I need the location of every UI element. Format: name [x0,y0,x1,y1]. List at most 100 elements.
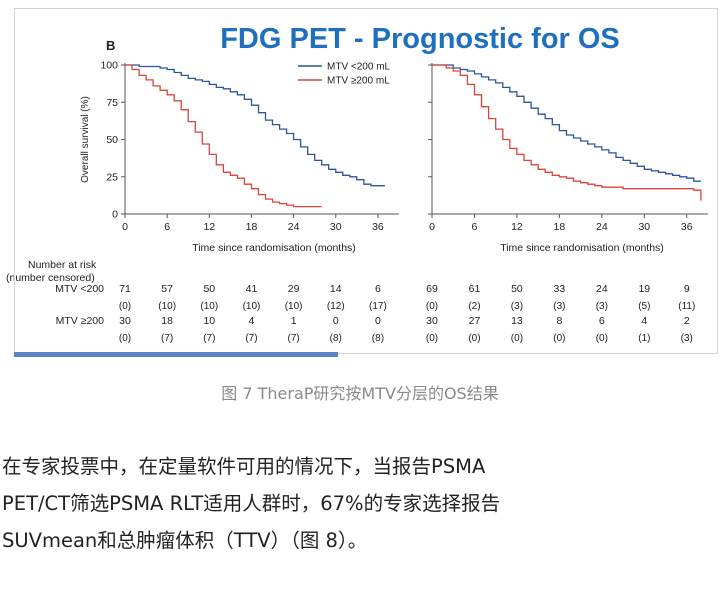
risk-at-risk-cell: 29 [288,283,300,295]
risk-at-risk-cell: 57 [161,283,173,295]
risk-row-label: MTV <200 [55,283,104,295]
km-curve-mtv-low [432,64,701,182]
risk-censored-cell: (0) [553,333,565,344]
body-line-3: SUVmean和总肿瘤体积（TTV）（图 8）。 [2,529,368,552]
x-tick-label: 24 [288,221,300,233]
y-tick-label: 0 [112,209,118,221]
x-tick-label: 36 [372,221,384,233]
risk-at-risk-cell: 71 [119,283,131,295]
body-paragraph: 在专家投票中，在定量软件可用的情况下，当报告PSMA PET/CT筛选PSMA … [2,448,718,559]
risk-at-risk-cell: 4 [641,315,647,327]
risk-at-risk-cell: 6 [375,283,381,295]
y-tick-label: 75 [106,97,118,109]
risk-censored-cell: (7) [287,333,299,344]
risk-censored-cell: (0) [426,333,438,344]
risk-at-risk-cell: 41 [246,283,258,295]
risk-at-risk-cell: 0 [375,315,381,327]
risk-censored-cell: (3) [681,333,693,344]
risk-censored-cell: (10) [243,301,261,312]
y-axis-label: Overall survival (%) [80,96,91,183]
figure-border [14,8,718,354]
risk-censored-cell: (11) [678,301,695,312]
x-tick-label: 30 [638,221,650,233]
km-curve-mtv-high [432,64,702,201]
x-tick-label: 12 [511,221,523,233]
x-tick-label: 18 [554,221,566,233]
x-tick-label: 6 [472,221,478,233]
risk-censored-cell: (3) [553,301,565,312]
risk-at-risk-cell: 4 [249,315,255,327]
risk-at-risk-cell: 50 [511,283,523,295]
risk-censored-cell: (5) [638,301,650,312]
risk-at-risk-cell: 69 [426,283,438,295]
risk-censored-cell: (3) [511,301,523,312]
x-axis-label: Time since randomisation (months) [192,242,356,254]
legend-entry: MTV <200 mL [327,62,391,73]
risk-censored-cell: (0) [596,333,608,344]
risk-row-label: MTV ≥200 [56,315,105,327]
figure-panel: FDG PET - Prognostic for OS B Number at … [6,8,718,354]
risk-censored-cell: (0) [119,301,131,312]
y-tick-label: 50 [106,134,118,146]
risk-at-risk-cell: 8 [556,315,562,327]
x-tick-label: 0 [122,221,128,233]
risk-at-risk-cell: 10 [203,315,215,327]
risk-header-line2: (number censored) [6,272,95,284]
x-tick-label: 36 [681,221,693,233]
risk-at-risk-cell: 2 [684,315,690,327]
risk-table-1: MTV <200 71 57 50 41 29 14 6(0) (10) (10) (10) (10)… [55,283,387,344]
risk-at-risk-cell: 50 [203,283,215,295]
risk-at-risk-cell: 27 [469,315,481,327]
figure-caption: 图 7 TheraP研究按MTV分层的OS结果 [221,384,499,403]
risk-censored-cell: (2) [468,301,480,312]
risk-censored-cell: (7) [161,333,173,344]
y-tick-label: 25 [106,171,118,183]
body-line-2: PET/CT筛选PSMA RLT适用人群时，67%的专家选择报告 [2,492,501,515]
risk-at-risk-cell: 9 [684,283,690,295]
y-tick-label: 100 [100,60,118,72]
risk-censored-cell: (0) [468,333,480,344]
risk-at-risk-cell: 13 [511,315,523,327]
risk-at-risk-cell: 19 [638,283,650,295]
risk-censored-cell: (12) [327,301,345,312]
risk-at-risk-cell: 30 [426,315,438,327]
legend-entry: MTV ≥200 mL [327,76,390,87]
risk-censored-cell: (10) [285,301,303,312]
risk-censored-cell: (7) [245,333,257,344]
risk-at-risk-cell: 61 [469,283,481,295]
risk-censored-cell: (8) [330,333,342,344]
x-tick-label: 18 [246,221,258,233]
risk-censored-cell: (1) [638,333,650,344]
risk-at-risk-cell: 14 [330,283,342,295]
risk-censored-cell: (10) [158,301,176,312]
x-tick-label: 0 [429,221,435,233]
risk-table-2: 69 61 50 33 24 19 9(0) (2) (3) (3) (3) (5) (11)30 27 1… [426,283,695,344]
x-axis-label: Time since randomisation (months) [500,242,664,254]
x-tick-label: 24 [596,221,608,233]
risk-censored-cell: (3) [596,301,608,312]
panel-label: B [106,38,115,53]
risk-censored-cell: (10) [200,301,218,312]
km-curve-mtv-low [125,64,385,187]
km-chart-figure: FDG PET - Prognostic for OS B Number at … [6,23,708,344]
x-tick-label: 6 [164,221,170,233]
risk-at-risk-cell: 6 [599,315,605,327]
x-tick-label: 12 [203,221,215,233]
body-line-1: 在专家投票中，在定量软件可用的情况下，当报告PSMA [2,455,486,478]
risk-censored-cell: (8) [372,333,384,344]
risk-at-risk-cell: 1 [291,315,297,327]
risk-censored-cell: (0) [511,333,523,344]
figure-title: FDG PET - Prognostic for OS [220,23,620,55]
chart-legend: MTV <200 mL MTV ≥200 mL [298,62,391,87]
risk-censored-cell: (17) [369,301,387,312]
risk-censored-cell: (7) [203,333,215,344]
risk-at-risk-cell: 33 [554,283,566,295]
risk-censored-cell: (0) [119,333,131,344]
risk-at-risk-cell: 24 [596,283,608,295]
risk-header-line1: Number at risk [28,259,97,271]
risk-at-risk-cell: 30 [119,315,131,327]
risk-censored-cell: (0) [426,301,438,312]
